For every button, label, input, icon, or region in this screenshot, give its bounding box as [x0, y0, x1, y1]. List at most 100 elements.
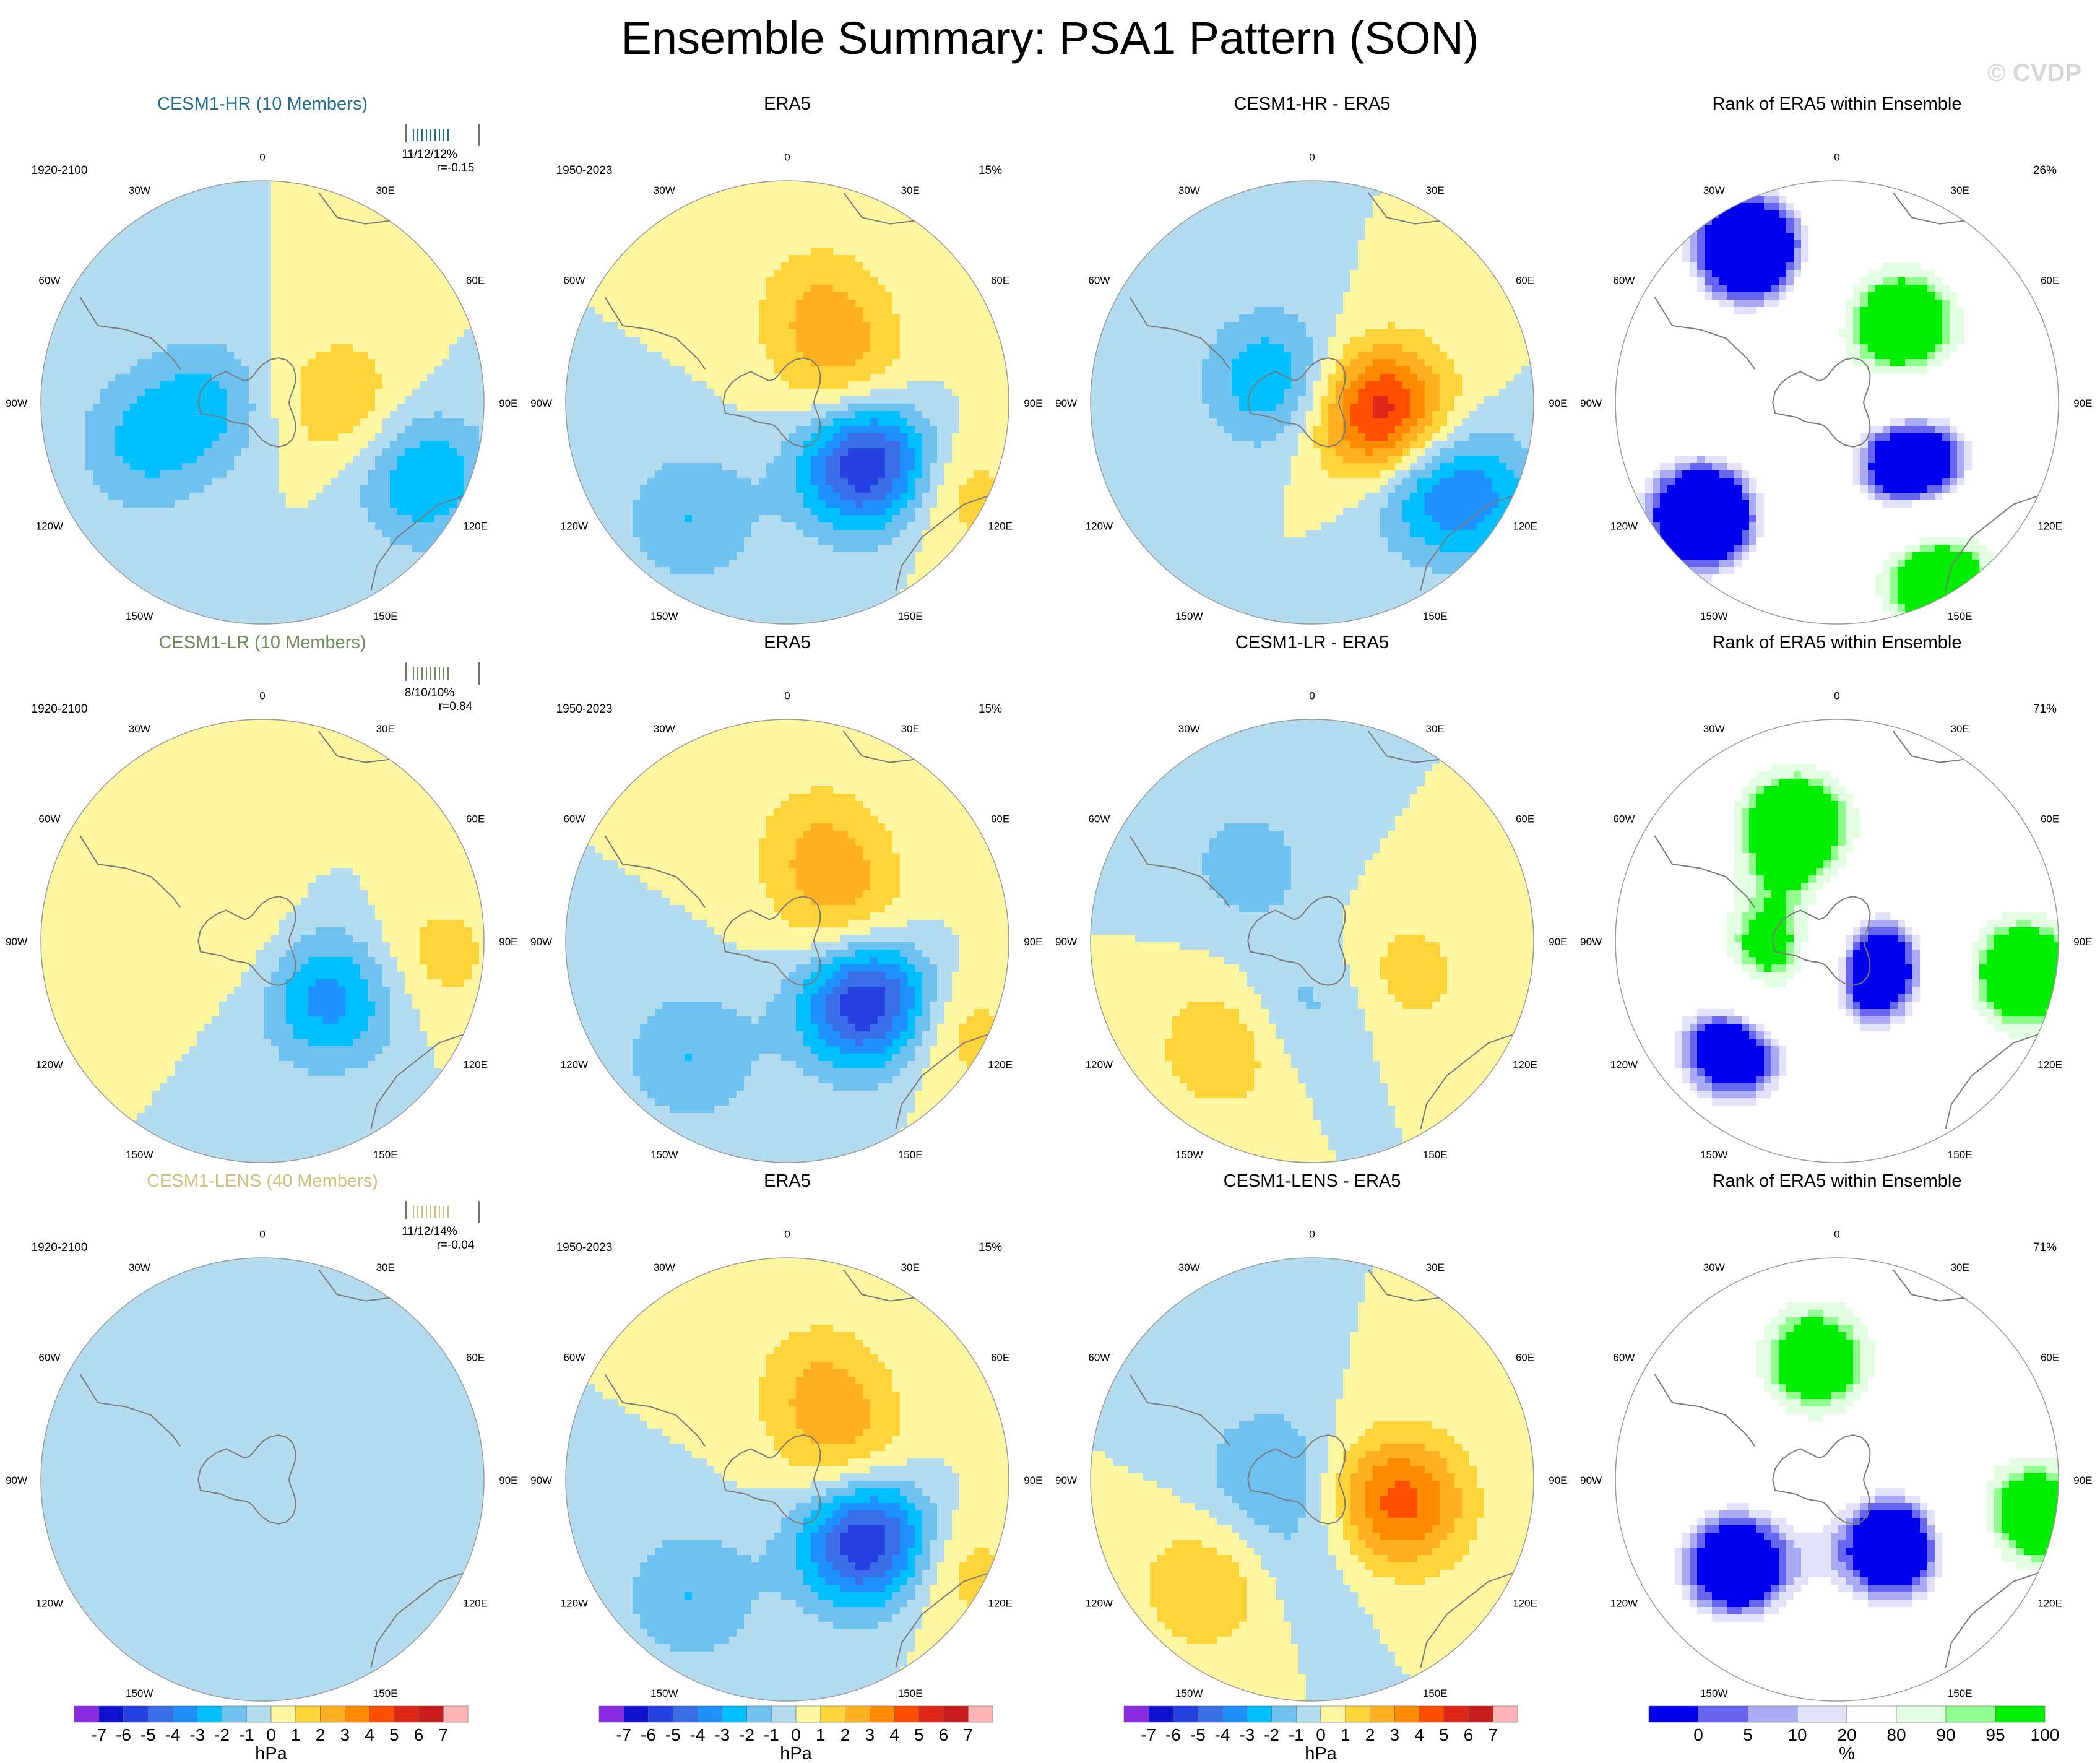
field-cell — [685, 441, 693, 449]
field-cell — [826, 322, 834, 330]
field-cell — [48, 344, 56, 352]
field-cell — [331, 552, 339, 560]
field-cell — [457, 411, 465, 419]
field-cell — [833, 433, 841, 441]
field-cell — [145, 530, 153, 538]
field-cell — [353, 463, 361, 471]
field-cell — [293, 433, 301, 441]
field-cell — [677, 300, 685, 308]
field-cell — [375, 389, 383, 397]
field-cell — [93, 508, 101, 516]
field-cell — [301, 352, 309, 360]
field-cell — [855, 359, 863, 367]
field-cell — [397, 463, 405, 471]
field-cell — [729, 300, 737, 308]
field-cell — [826, 210, 834, 219]
field-cell — [907, 292, 915, 300]
field-cell — [915, 396, 923, 404]
field-cell — [707, 270, 715, 278]
map-panel-model-row1: CESM1-HR (10 Members) 0 30E 60E 90E 120E 150E 1… — [0, 92, 525, 630]
field-cell — [115, 225, 123, 233]
field-cell — [301, 493, 309, 501]
field-cell — [189, 567, 197, 575]
field-cell — [249, 456, 257, 464]
field-cell — [256, 463, 264, 471]
field-cell — [974, 292, 982, 300]
field-cell — [345, 255, 353, 263]
field-cell — [219, 352, 227, 360]
field-cell — [212, 456, 220, 464]
field-cell — [331, 441, 339, 449]
field-cell — [722, 300, 730, 308]
field-cell — [826, 456, 834, 464]
field-cell — [863, 433, 871, 441]
field-cell — [848, 322, 856, 330]
field-cell — [78, 262, 86, 271]
field-cell — [264, 426, 272, 434]
field-cell — [204, 196, 212, 204]
field-cell — [197, 307, 205, 315]
field-cell — [331, 508, 339, 516]
field-cell — [952, 307, 960, 315]
field-cell — [722, 411, 730, 419]
field-cell — [331, 285, 339, 293]
field-cell — [714, 262, 722, 271]
field-cell — [737, 441, 745, 449]
field-cell — [610, 404, 618, 412]
field-cell — [152, 530, 160, 538]
field-cell — [892, 404, 901, 412]
field-cell — [603, 359, 611, 367]
field-cell — [375, 418, 383, 427]
field-cell — [685, 374, 693, 382]
field-cell — [234, 604, 242, 612]
field-cell — [714, 240, 722, 248]
field-cell — [93, 337, 101, 345]
field-cell — [241, 589, 249, 597]
field-cell — [759, 277, 767, 285]
field-cell — [241, 366, 249, 375]
field-cell — [368, 225, 376, 233]
field-cell — [286, 470, 294, 479]
field-cell — [160, 381, 168, 389]
field-cell — [729, 262, 737, 271]
field-cell — [197, 210, 205, 219]
field-cell — [56, 456, 64, 464]
field-cell — [331, 337, 339, 345]
field-cell — [271, 344, 279, 352]
field-cell — [308, 270, 316, 278]
field-cell — [234, 545, 242, 553]
field-cell — [316, 322, 324, 330]
field-cell — [870, 277, 878, 285]
field-cell — [692, 248, 700, 256]
field-cell — [316, 240, 324, 248]
field-cell — [197, 567, 205, 575]
field-cell — [826, 359, 834, 367]
field-cell — [796, 314, 804, 323]
field-cell — [707, 404, 715, 412]
field-cell — [331, 530, 339, 538]
field-cell — [449, 359, 457, 367]
field-cell — [803, 181, 811, 189]
field-cell — [811, 456, 819, 464]
field-cell — [670, 322, 678, 330]
field-cell — [249, 522, 257, 531]
field-cell — [744, 463, 752, 471]
field-cell — [479, 418, 484, 427]
field-cell — [774, 337, 782, 345]
field-cell — [264, 218, 272, 226]
field-cell — [360, 456, 368, 464]
field-cell — [412, 530, 420, 538]
field-cell — [670, 314, 678, 323]
field-cell — [434, 418, 443, 427]
field-cell — [316, 589, 324, 597]
field-cell — [677, 218, 685, 226]
field-cell — [826, 292, 834, 300]
field-cell — [256, 233, 264, 241]
field-cell — [412, 322, 420, 330]
field-cell — [662, 463, 670, 471]
field-cell — [759, 389, 767, 397]
field-cell — [338, 470, 346, 479]
field-cell — [345, 567, 353, 575]
field-cell — [937, 456, 945, 464]
field-cell — [63, 314, 71, 323]
